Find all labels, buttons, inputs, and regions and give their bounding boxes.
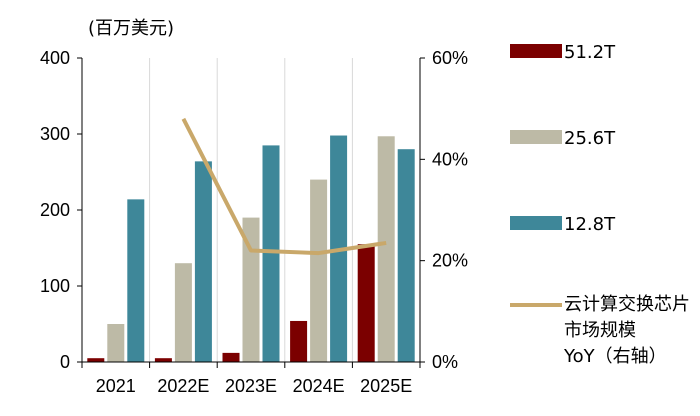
x-tick-label: 2021	[96, 376, 136, 396]
bar-12.8T-2022E	[194, 161, 212, 362]
bar-12.8T-2023E	[262, 145, 280, 362]
line-series-yoy	[181, 117, 387, 256]
bar-25.6T-2024E	[310, 179, 328, 362]
bar-51.2T-2021	[87, 358, 105, 362]
y-right-tick-label: 20%	[432, 251, 468, 271]
unit-label: (百万美元)	[88, 18, 175, 39]
legend-label-12t: 12.8T	[564, 214, 616, 235]
bar-25.6T-2025E	[377, 136, 395, 362]
bar-12.8T-2021	[127, 199, 145, 362]
y-left-tick-label: 0	[60, 352, 70, 372]
x-tick-label: 2022E	[157, 376, 209, 396]
legend-swatch-25t	[510, 130, 562, 144]
legend-label-51t: 51.2T	[564, 42, 616, 63]
y-left-tick-label: 100	[40, 276, 70, 296]
legend-label-25t: 25.6T	[564, 128, 616, 149]
y-left-tick-label: 200	[40, 200, 70, 220]
bar-25.6T-2023E	[242, 217, 260, 362]
x-tick-label: 2025E	[360, 376, 412, 396]
bar-51.2T-2024E	[290, 320, 308, 362]
legend-item-12t: 12.8T	[510, 212, 615, 238]
bar-25.6T-2021	[107, 324, 125, 362]
legend-label-yoy: 云计算交换芯片 市场规模 YoY（右轴）	[564, 294, 690, 367]
legend-swatch-51t	[510, 44, 562, 58]
bar-12.8T-2025E	[397, 149, 415, 362]
bar-51.2T-2023E	[222, 352, 240, 362]
y-left-tick-label: 300	[40, 124, 70, 144]
legend-line-yoy	[510, 303, 562, 307]
x-tick-label: 2023E	[225, 376, 277, 396]
legend-item-25t: 25.6T	[510, 126, 615, 152]
y-right-tick-label: 0%	[432, 352, 458, 372]
legend-item-yoy: 云计算交换芯片 市场规模 YoY（右轴）	[510, 292, 690, 370]
y-left-tick-label: 400	[40, 48, 70, 68]
bar-25.6T-2022E	[174, 263, 192, 362]
legend-item-51t: 51.2T	[510, 40, 615, 66]
legend: 51.2T 25.6T 12.8T 云计算交换芯片 市场规模 YoY（右轴）	[510, 0, 700, 416]
y-right-tick-label: 60%	[432, 48, 468, 68]
y-right-tick-label: 40%	[432, 149, 468, 169]
legend-swatch-12t	[510, 216, 562, 230]
x-tick-label: 2024E	[293, 376, 345, 396]
bar-51.2T-2025E	[357, 244, 375, 362]
bar-51.2T-2022E	[154, 358, 172, 362]
